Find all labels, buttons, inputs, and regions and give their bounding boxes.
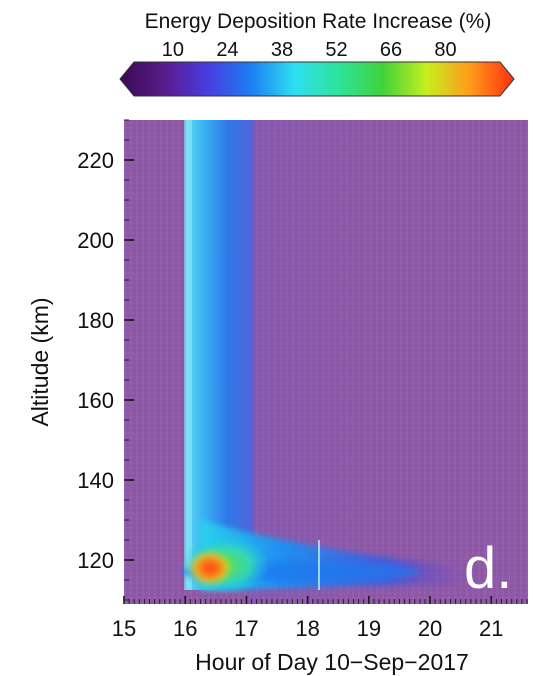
texture-stripe (124, 120, 126, 604)
texture-stripe (160, 120, 162, 604)
texture-stripe (472, 120, 474, 604)
texture-stripe (520, 120, 522, 604)
y-tick-labels: 120 140 160 180 200 220 (77, 148, 114, 573)
texture-stripe (478, 120, 480, 604)
colorbar-tick-label: 80 (434, 39, 456, 61)
colorbar (119, 61, 515, 97)
colorbar-tick-label: 52 (325, 39, 347, 61)
x-tick-label: 19 (357, 616, 381, 641)
texture-stripe (136, 120, 138, 604)
vertical-streak (318, 540, 320, 590)
texture-stripe (454, 120, 456, 604)
x-tick-label: 21 (479, 616, 503, 641)
y-tick-label: 220 (77, 148, 114, 173)
colorbar-tick-label: 66 (380, 39, 402, 61)
x-axis-title: Hour of Day 10−Sep−2017 (195, 649, 469, 675)
texture-stripe (424, 120, 426, 604)
texture-stripe (514, 120, 516, 604)
texture-stripe (508, 120, 510, 604)
texture-stripe (154, 120, 156, 604)
x-tick-label: 17 (234, 616, 258, 641)
x-minor-ticks (123, 596, 528, 604)
x-tick-label: 20 (418, 616, 442, 641)
column-edge (184, 120, 192, 590)
y-minor-ticks (124, 119, 134, 601)
texture-stripe (490, 120, 492, 604)
texture-stripe (430, 120, 432, 604)
heatmap-area (124, 120, 528, 604)
texture-stripe (418, 120, 420, 604)
texture-stripe (526, 120, 528, 604)
haze-band (250, 120, 410, 604)
y-tick-label: 160 (77, 388, 114, 413)
x-tick-label: 16 (173, 616, 197, 641)
texture-stripe (484, 120, 486, 604)
texture-stripe (442, 120, 444, 604)
texture-stripe (166, 120, 168, 604)
y-tick-label: 200 (77, 228, 114, 253)
texture-stripe (502, 120, 504, 604)
texture-stripe (130, 120, 132, 604)
texture-stripe (448, 120, 450, 604)
x-tick-labels: 15 16 17 18 19 20 21 (112, 616, 504, 641)
colorbar-tick-labels: 10 24 38 52 66 80 (162, 39, 457, 61)
colorbar-tick-label: 38 (271, 39, 293, 61)
colorbar-title: Energy Deposition Rate Increase (%) (145, 10, 492, 33)
texture-stripe (436, 120, 438, 604)
texture-stripe (172, 120, 174, 604)
texture-stripe (412, 120, 414, 604)
texture-stripe (142, 120, 144, 604)
panel-label: d. (464, 536, 512, 601)
texture-stripe (460, 120, 462, 604)
colorbar-tick-label: 24 (216, 39, 238, 61)
enhancement-column (186, 120, 254, 590)
y-tick-label: 180 (77, 308, 114, 333)
y-axis-title: Altitude (km) (27, 297, 53, 426)
colorbar-tick-label: 10 (162, 39, 184, 61)
texture-stripe (466, 120, 468, 604)
texture-stripe (178, 120, 180, 604)
x-tick-label: 15 (112, 616, 136, 641)
texture-stripe (496, 120, 498, 604)
peak-region (188, 550, 232, 586)
x-tick-label: 18 (295, 616, 319, 641)
y-tick-label: 140 (77, 468, 114, 493)
texture-stripe (148, 120, 150, 604)
y-tick-label: 120 (77, 548, 114, 573)
